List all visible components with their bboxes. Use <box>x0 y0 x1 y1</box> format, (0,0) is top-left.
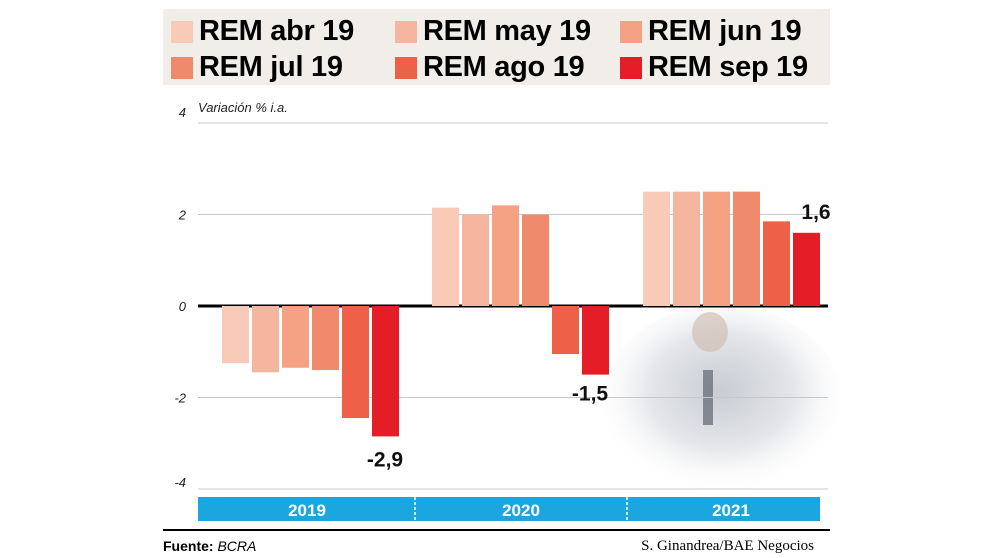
legend-item: REM may 19 <box>395 15 591 48</box>
data-label: 1,6 <box>801 201 830 224</box>
bar-rem-jul-19-2021 <box>733 191 760 306</box>
legend-label: REM may 19 <box>423 15 591 47</box>
bar-rem-jun-19-2020 <box>492 205 519 306</box>
y-tick-label: -4 <box>174 475 186 490</box>
photo-man-reading-documents <box>602 305 842 495</box>
legend-label: REM sep 19 <box>648 51 808 83</box>
legend-label: REM ago 19 <box>423 51 585 83</box>
legend-swatch <box>395 56 417 79</box>
y-axis-label: Variación % i.a. <box>198 100 288 115</box>
bar-rem-abr-19-2020 <box>432 207 459 306</box>
y-tick-label: -2 <box>174 391 186 406</box>
x-category-label: 2021 <box>712 501 750 520</box>
bar-rem-sep-19-2020 <box>582 306 609 375</box>
x-category-label: 2019 <box>288 501 326 520</box>
legend-swatch <box>171 56 193 79</box>
legend-item: REM jun 19 <box>620 15 802 48</box>
legend-swatch <box>620 20 642 43</box>
legend-item: REM ago 19 <box>395 51 585 84</box>
bar-rem-jun-19-2021 <box>703 191 730 306</box>
legend-swatch <box>395 20 417 43</box>
data-label: -2,9 <box>367 448 403 471</box>
legend-swatch <box>171 20 193 43</box>
legend-item: REM abr 19 <box>171 15 354 48</box>
bar-rem-jul-19-2020 <box>522 214 549 306</box>
source-label: Fuente: <box>163 538 214 554</box>
legend-label: REM jul 19 <box>199 51 343 83</box>
legend-label: REM abr 19 <box>199 15 354 47</box>
bar-rem-jun-19-2019 <box>282 306 309 368</box>
y-tick-label: 4 <box>179 105 186 120</box>
legend-label: REM jun 19 <box>648 15 802 47</box>
bar-rem-sep-19-2021 <box>793 232 820 306</box>
source-value: BCRA <box>217 538 257 554</box>
bar-rem-abr-19-2019 <box>222 306 249 364</box>
legend-item: REM sep 19 <box>620 51 808 84</box>
source: Fuente: BCRA <box>163 538 256 554</box>
legend: REM abr 19 REM may 19 REM jun 19 REM jul 19… <box>163 9 830 85</box>
bar-rem-abr-19-2021 <box>643 191 670 306</box>
bar-rem-jul-19-2019 <box>312 306 339 371</box>
bar-rem-ago-19-2020 <box>552 306 579 355</box>
bar-rem-ago-19-2021 <box>763 221 790 306</box>
bar-rem-may-19-2019 <box>252 306 279 373</box>
bar-rem-may-19-2021 <box>673 191 700 306</box>
bar-rem-sep-19-2019 <box>372 306 399 437</box>
data-label: -1,5 <box>572 383 609 406</box>
bar-rem-ago-19-2019 <box>342 306 369 419</box>
legend-item: REM jul 19 <box>171 51 343 84</box>
legend-swatch <box>620 56 642 79</box>
x-category-label: 2020 <box>502 501 540 520</box>
y-tick-label: 2 <box>178 208 187 223</box>
credit: S. Ginandrea/BAE Negocios <box>641 538 814 554</box>
year-band <box>198 497 820 521</box>
bar-rem-may-19-2020 <box>462 214 489 306</box>
y-tick-label: 0 <box>179 299 187 314</box>
